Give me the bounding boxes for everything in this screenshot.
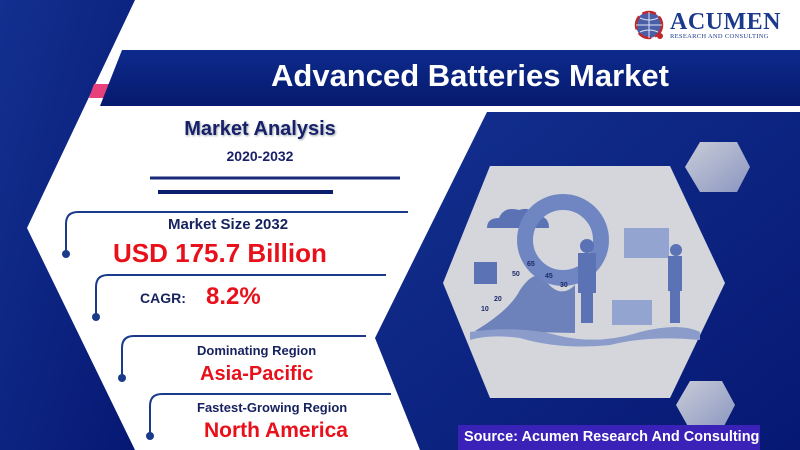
analysis-period: 2020-2032 <box>226 148 294 164</box>
fastest-region-label: Fastest-Growing Region <box>197 400 348 415</box>
pink-accent <box>89 84 109 98</box>
analytics-illustration <box>470 194 700 347</box>
market-analysis-heading: Market Analysis <box>184 118 336 140</box>
small-hexagon-top <box>685 142 750 192</box>
chart-label: 45 <box>545 273 553 280</box>
bracket-connectors <box>65 211 408 435</box>
logo-tagline: RESEARCH AND CONSULTING <box>670 32 769 40</box>
cagr-value: 8.2% <box>206 283 261 310</box>
dominating-region-value: Asia-Pacific <box>200 363 314 385</box>
left-chevron-panel <box>0 0 135 450</box>
fastest-region-value: North America <box>204 419 348 442</box>
title-banner: Advanced Batteries Market <box>100 50 800 106</box>
acumen-logo: ACUMEN RESEARCH AND CONSULTING <box>632 8 781 42</box>
cagr-label: CAGR: <box>140 290 186 306</box>
globe-icon <box>634 10 664 40</box>
market-size-value: USD 175.7 Billion <box>113 238 327 268</box>
logo-name: ACUMEN <box>670 8 781 35</box>
dominating-region-label: Dominating Region <box>197 343 317 358</box>
chart-label: 20 <box>494 296 502 303</box>
chart-label: 30 <box>560 282 568 289</box>
small-hexagon-bottom <box>676 381 735 430</box>
chart-label: 65 <box>527 261 535 268</box>
chart-label: 10 <box>481 306 489 313</box>
page-title: Advanced Batteries Market <box>271 58 669 93</box>
market-size-label: Market Size 2032 <box>168 216 289 233</box>
chart-label: 50 <box>512 271 520 278</box>
source-credit: Source: Acumen Research And Consulting <box>458 425 760 450</box>
